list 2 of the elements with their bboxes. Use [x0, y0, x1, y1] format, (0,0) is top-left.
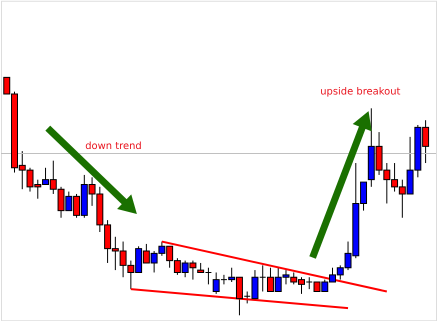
- annotation: upside breakout: [320, 86, 401, 98]
- annotation: down trend: [85, 141, 142, 152]
